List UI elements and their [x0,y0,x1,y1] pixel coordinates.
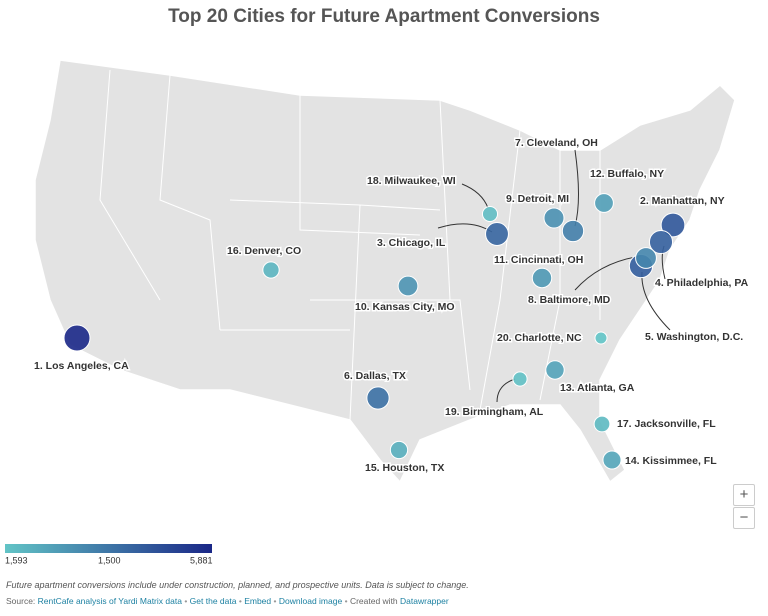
source-prefix: Source: [6,596,36,606]
city-bubble [397,275,419,297]
tool-link[interactable]: Datawrapper [400,596,449,606]
map: 1. Los Angeles, CA 2. Manhattan, NY 3. Chi… [5,59,750,565]
city-bubble [63,324,91,352]
legend-tick-label: 1,500 [98,555,121,565]
legend-tick-label: 5,881 [190,555,213,565]
city-label: 19. Birmingham, AL [445,406,544,418]
city-bubble [481,205,499,223]
leader-line [461,183,489,209]
source-link[interactable]: RentCafe analysis of Yardi Matrix data [37,596,182,606]
title: Top 20 Cities for Future Apartment Conve… [168,6,600,27]
city-label: 14. Kissimmee, FL [625,455,717,467]
embed[interactable]: Embed [244,596,272,606]
city-bubble [594,193,614,213]
city-bubble [635,247,657,269]
city-label: 5. Washington, D.C. [645,331,743,343]
city-label: 2. Manhattan, NY [640,195,725,207]
city-bubble [660,212,686,238]
leader-line [496,378,516,403]
city-bubble [561,219,585,243]
city-label: 4. Philadelphia, PA [655,277,749,289]
city-bubble [389,440,409,460]
source: Source: RentCafe analysis of Yardi Matri… [6,596,449,606]
city-bubble [366,386,390,410]
city-label: 3. Chicago, IL [377,237,446,249]
city-label: 10. Kansas City, MO [355,301,455,313]
city-bubble [543,207,565,229]
zoom-out[interactable]: − [733,507,755,529]
note: Future apartment conversions include und… [6,580,469,590]
city-bubble [648,229,674,255]
city-bubble [593,415,611,433]
city-bubble [545,360,565,380]
city-bubble [531,267,553,289]
city-label: 1. Los Angeles, CA [34,360,129,372]
city-bubble [512,371,528,387]
legend-bar [5,544,212,553]
legend-tick-label: 1,593 [5,555,28,565]
city-label: 15. Houston, TX [365,462,444,474]
city-label: 8. Baltimore, MD [528,294,611,306]
city-label: 12. Buffalo, NY [590,168,664,180]
city-label: 17. Jacksonville, FL [617,418,716,430]
city-label: 20. Charlotte, NC [497,332,582,344]
get-data[interactable]: Get the data [189,596,237,606]
state-borders [99,69,601,421]
city-bubble [594,331,608,345]
city-label: 11. Cincinnati, OH [494,254,583,266]
city-label: 13. Atlanta, GA [560,382,635,394]
city-label: 18. Milwaukee, WI [367,175,456,187]
city-label: 9. Detroit, MI [506,193,569,205]
city-bubble [602,450,622,470]
created: Created with [349,596,398,606]
city-bubble [485,222,509,246]
download[interactable]: Download image [278,596,343,606]
zoom-in[interactable]: + [733,484,755,506]
city-label: 16. Denver, CO [227,245,301,257]
city-label: 7. Cleveland, OH [515,137,598,149]
city-label: 6. Dallas, TX [344,370,406,382]
city-bubble [262,261,280,279]
